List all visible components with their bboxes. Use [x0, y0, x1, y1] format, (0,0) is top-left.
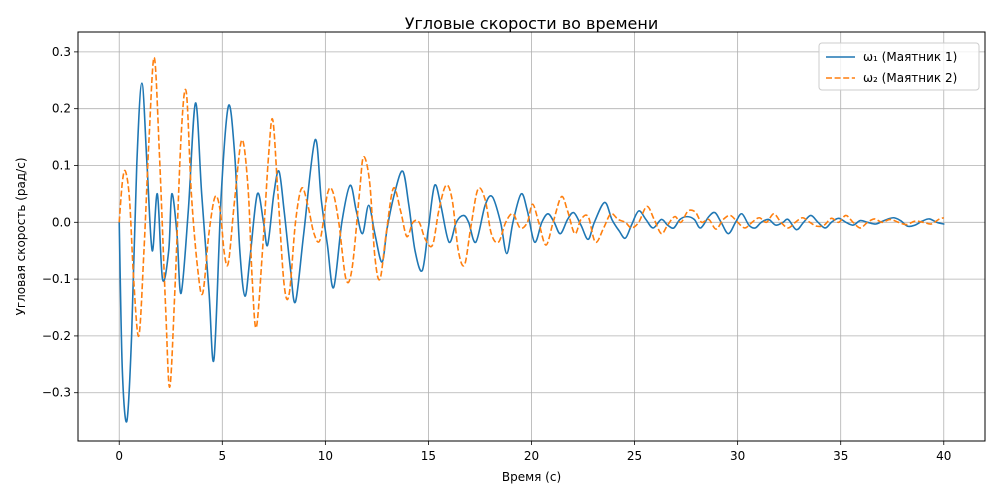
x-axis: 0 5 10 15 20 25 30 35 40: [115, 441, 951, 463]
series-line-2: [118, 56, 945, 388]
y-tick-label: −0.3: [42, 386, 71, 400]
x-tick-label: 10: [318, 449, 333, 463]
y-tick-label: −0.1: [42, 272, 71, 286]
x-tick-label: 25: [627, 449, 642, 463]
series-line-1: [118, 82, 945, 423]
x-tick-label: 20: [524, 449, 539, 463]
x-tick-label: 30: [730, 449, 745, 463]
series-layer: [118, 56, 945, 423]
y-tick-label: −0.2: [42, 329, 71, 343]
legend-label-series-1: ω₁ (Маятник 1): [863, 50, 957, 64]
y-tick-label: 0.3: [52, 45, 71, 59]
x-tick-label: 0: [115, 449, 123, 463]
legend: ω₁ (Маятник 1) ω₂ (Маятник 2): [818, 42, 980, 91]
x-tick-label: 15: [421, 449, 436, 463]
chart-title: Угловые скорости во времени: [405, 14, 658, 33]
x-tick-label: 40: [936, 449, 951, 463]
y-tick-label: 0.0: [52, 215, 71, 229]
x-axis-title: Время (с): [502, 470, 561, 484]
legend-box: [818, 42, 980, 91]
y-tick-label: 0.2: [52, 102, 71, 116]
x-tick-label: 35: [833, 449, 848, 463]
legend-label-series-2: ω₂ (Маятник 2): [863, 71, 957, 85]
y-axis-title: Угловая скорость (рад/с): [14, 158, 28, 316]
x-tick-label: 5: [218, 449, 226, 463]
y-axis: −0.3 −0.2 −0.1 0.0 0.1 0.2 0.3: [42, 45, 78, 400]
y-tick-label: 0.1: [52, 158, 71, 172]
